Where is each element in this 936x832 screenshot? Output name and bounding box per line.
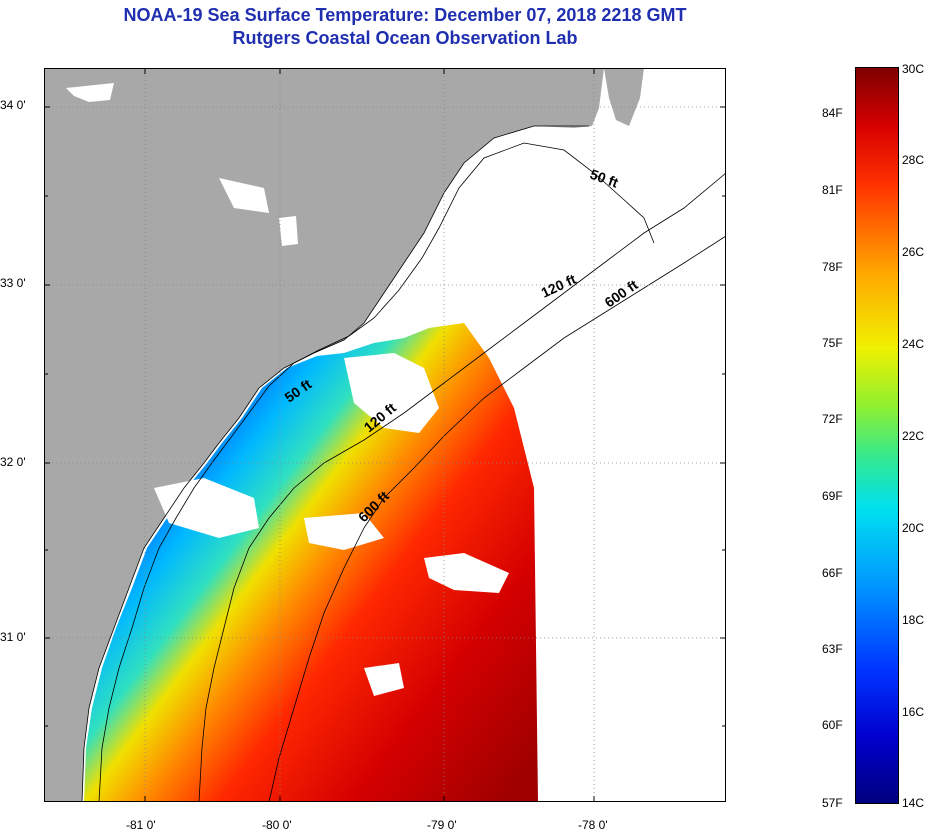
map-subtitle: Rutgers Coastal Ocean Observation Lab — [232, 28, 578, 48]
colorbar-celsius-label: 18C — [902, 613, 925, 627]
isobath-120ft — [198, 172, 726, 802]
colorbar-celsius-label: 24C — [902, 337, 925, 351]
lat-label: 31 0' — [0, 630, 26, 644]
lat-label: 32 0' — [0, 455, 26, 469]
colorbar-fahrenheit-label: 69F — [822, 489, 843, 503]
colorbar-celsius-label: 16C — [902, 705, 925, 719]
cloud-gap — [344, 353, 439, 433]
colorbar-celsius-label: 28C — [902, 153, 925, 167]
colorbar-fahrenheit-label: 78F — [822, 260, 843, 274]
isobath-600ft — [268, 235, 726, 802]
sst-map: 50 ft 120 ft 600 ft 50 ft 120 ft 600 ft — [44, 68, 726, 802]
cloud-gap — [364, 663, 404, 696]
lon-label: -79 0' — [427, 818, 457, 832]
sst-swath — [84, 323, 538, 802]
colorbar-fahrenheit-label: 57F — [822, 796, 843, 810]
isobath-50ft — [98, 142, 655, 802]
lat-label: 34 0' — [0, 98, 26, 112]
colorbar-fahrenheit-label: 63F — [822, 642, 843, 656]
colorbar-celsius-label: 26C — [902, 245, 925, 259]
lon-label: -80 0' — [262, 818, 292, 832]
colorbar-fahrenheit-label: 84F — [822, 106, 843, 120]
colorbar-celsius-label: 14C — [902, 796, 925, 810]
land-cape — [604, 68, 644, 126]
cloud-gap — [304, 513, 384, 550]
land-mass — [44, 68, 604, 802]
colorbar-fahrenheit-label: 75F — [822, 336, 843, 350]
temperature-colorbar — [855, 67, 899, 804]
colorbar-celsius-label: 22C — [902, 429, 925, 443]
colorbar-celsius-label: 30C — [902, 62, 925, 76]
colorbar-fahrenheit-label: 66F — [822, 566, 843, 580]
graticule — [44, 68, 726, 802]
colorbar-fahrenheit-label: 81F — [822, 183, 843, 197]
map-title: NOAA-19 Sea Surface Temperature: Decembe… — [123, 5, 687, 25]
colorbar-fahrenheit-label: 72F — [822, 412, 843, 426]
colorbar-fahrenheit-label: 60F — [822, 718, 843, 732]
lat-label: 33 0' — [0, 276, 26, 290]
land-islands — [66, 83, 298, 246]
colorbar-celsius-label: 20C — [902, 521, 925, 535]
lon-label: -78 0' — [578, 818, 608, 832]
map-frame — [44, 68, 726, 802]
lon-label: -81 0' — [126, 818, 156, 832]
cloud-gap — [424, 553, 509, 593]
